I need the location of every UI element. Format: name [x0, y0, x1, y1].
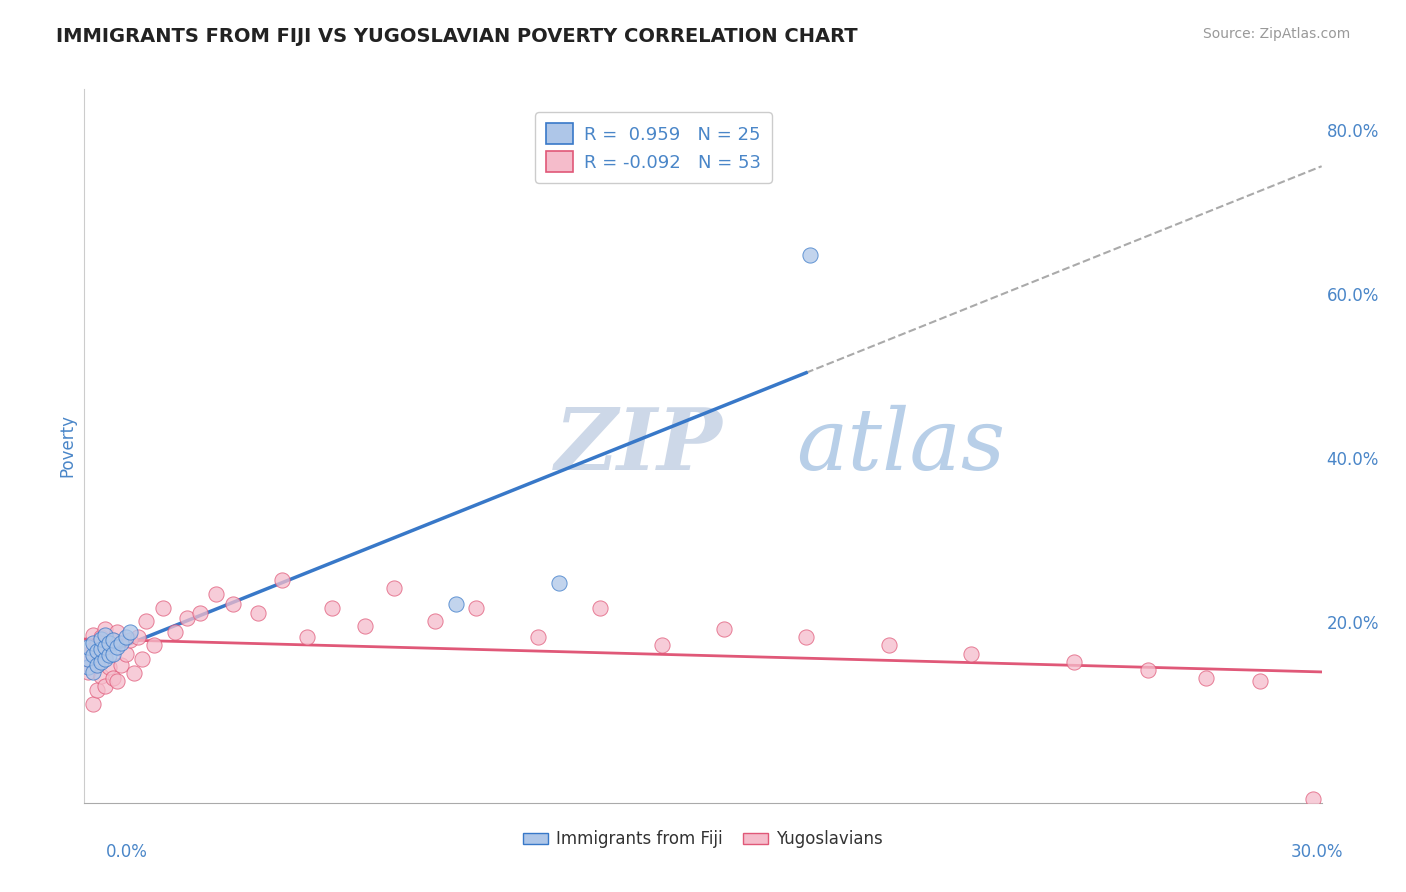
Point: [127, 630, 149, 644]
Point: [246, 606, 269, 620]
Point: [82, 641, 104, 656]
Point: [98, 660, 121, 674]
Point: [122, 666, 145, 681]
Point: [1302, 791, 1324, 805]
Point: [152, 600, 174, 615]
Point: [90, 632, 112, 646]
Point: [82, 636, 104, 650]
Point: [423, 614, 446, 628]
Point: [105, 674, 128, 689]
Point: [98, 648, 121, 662]
Point: [110, 658, 132, 673]
Point: [960, 647, 983, 661]
Point: [794, 630, 817, 644]
Point: [94, 627, 117, 641]
Point: [1249, 674, 1271, 689]
Point: [271, 573, 294, 587]
Point: [103, 671, 125, 685]
Point: [90, 655, 112, 669]
Legend: Immigrants from Fiji, Yugoslavians: Immigrants from Fiji, Yugoslavians: [516, 824, 890, 855]
Point: [77, 640, 100, 654]
Text: Source: ZipAtlas.com: Source: ZipAtlas.com: [1202, 27, 1350, 41]
Point: [94, 649, 117, 664]
Point: [205, 587, 228, 601]
Point: [110, 636, 132, 650]
Point: [114, 647, 136, 661]
Point: [114, 630, 136, 644]
Point: [321, 600, 343, 615]
Point: [94, 640, 117, 654]
Point: [651, 638, 673, 652]
Point: [98, 636, 121, 650]
Point: [82, 648, 104, 662]
Point: [77, 660, 100, 674]
Point: [444, 597, 467, 611]
Point: [382, 581, 405, 595]
Point: [86, 644, 108, 658]
Point: [118, 625, 141, 640]
Point: [713, 622, 735, 636]
Point: [353, 619, 375, 633]
Point: [877, 638, 900, 652]
Point: [90, 668, 112, 682]
Point: [131, 652, 153, 666]
Point: [143, 638, 166, 652]
Point: [1063, 655, 1085, 669]
Point: [527, 630, 550, 644]
Point: [82, 627, 104, 641]
Point: [465, 600, 488, 615]
Point: [86, 658, 108, 673]
Point: [86, 638, 108, 652]
Point: [86, 682, 108, 697]
Text: atlas: atlas: [796, 405, 1005, 487]
Point: [589, 600, 612, 615]
Point: [94, 622, 117, 636]
Y-axis label: Poverty: Poverty: [58, 415, 76, 477]
Point: [1137, 663, 1160, 677]
Point: [77, 665, 100, 679]
Point: [188, 606, 211, 620]
Point: [799, 248, 821, 262]
Point: [103, 633, 125, 648]
Point: [222, 597, 245, 611]
Point: [82, 665, 104, 679]
Point: [98, 636, 121, 650]
Text: 0.0%: 0.0%: [105, 843, 148, 861]
Point: [94, 679, 117, 693]
Point: [547, 576, 569, 591]
Point: [1195, 671, 1218, 685]
Point: [90, 641, 112, 656]
Point: [82, 698, 104, 712]
Point: [94, 652, 117, 666]
Point: [77, 652, 100, 666]
Point: [165, 625, 187, 640]
Point: [135, 614, 157, 628]
Point: [118, 633, 141, 648]
Text: ZIP: ZIP: [554, 404, 723, 488]
Text: IMMIGRANTS FROM FIJI VS YUGOSLAVIAN POVERTY CORRELATION CHART: IMMIGRANTS FROM FIJI VS YUGOSLAVIAN POVE…: [56, 27, 858, 45]
Point: [77, 652, 100, 666]
Point: [86, 658, 108, 673]
Point: [295, 630, 318, 644]
Point: [90, 630, 112, 644]
Point: [176, 611, 198, 625]
Point: [105, 640, 128, 654]
Text: 30.0%: 30.0%: [1291, 843, 1343, 861]
Point: [105, 625, 128, 640]
Point: [103, 647, 125, 661]
Point: [103, 633, 125, 648]
